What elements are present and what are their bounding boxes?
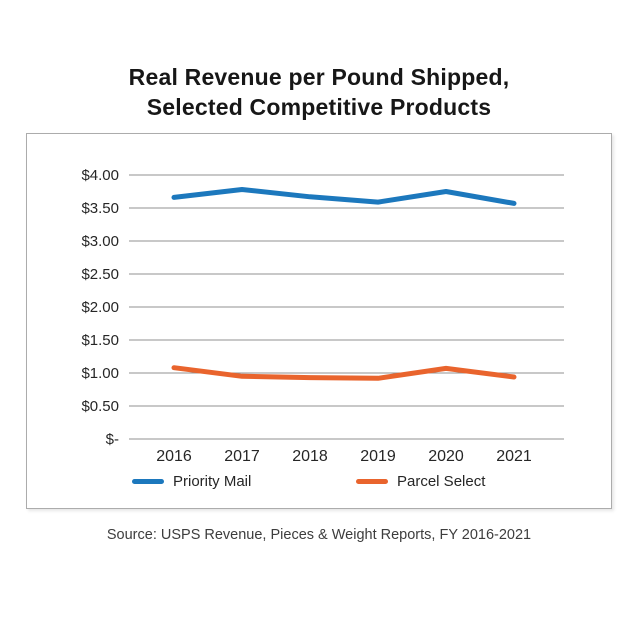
y-axis-tick-label: $- (106, 431, 119, 448)
priority-mail-swatch-icon (132, 478, 164, 484)
parcel-select-swatch-icon (356, 478, 388, 484)
x-axis-tick-label: 2019 (360, 448, 396, 465)
legend-item-parcel-select[interactable]: Parcel Select (356, 471, 485, 491)
x-axis-tick-label: 2020 (428, 448, 464, 465)
y-axis-tick-label: $4.00 (81, 167, 119, 184)
legend-item-priority-mail[interactable]: Priority Mail (132, 471, 251, 491)
y-axis-tick-label: $1.50 (81, 332, 119, 349)
chart-frame: $4.00 $3.50 $3.00 $2.50 $2.00 $1.50 $1.00 $0.50… (26, 133, 612, 509)
x-axis-tick-label: 2021 (496, 448, 532, 465)
y-axis-tick-label: $2.50 (81, 266, 119, 283)
legend-label-parcel-select: Parcel Select (397, 472, 486, 490)
source-note: Source: USPS Revenue, Pieces & Weight Re… (106, 527, 532, 543)
chart-title-line2: Selected Competitive Products (146, 94, 492, 120)
legend-label-priority-mail: Priority Mail (173, 472, 252, 490)
x-axis-tick-label: 2016 (156, 448, 192, 465)
y-axis-tick-label: $3.50 (81, 200, 119, 217)
parcel-select-line (171, 365, 517, 381)
x-axis-tick-label: 2017 (224, 448, 260, 465)
chart-title: Real Revenue per Pound Shipped, Selected… (0, 62, 638, 122)
priority-mail-line (171, 187, 517, 206)
chart-title-line1: Real Revenue per Pound Shipped, (128, 64, 510, 90)
y-axis-tick-label: $2.00 (81, 299, 119, 316)
y-axis-tick-label: $3.00 (81, 233, 119, 250)
chart-legend: Priority Mail Parcel Select (27, 471, 613, 491)
y-axis-tick-label: $0.50 (81, 398, 119, 415)
y-axis-tick-label: $1.00 (81, 365, 119, 382)
x-axis-tick-label: 2018 (292, 448, 328, 465)
line-chart: $4.00 $3.50 $3.00 $2.50 $2.00 $1.50 $1.00 $0.50… (81, 167, 564, 465)
